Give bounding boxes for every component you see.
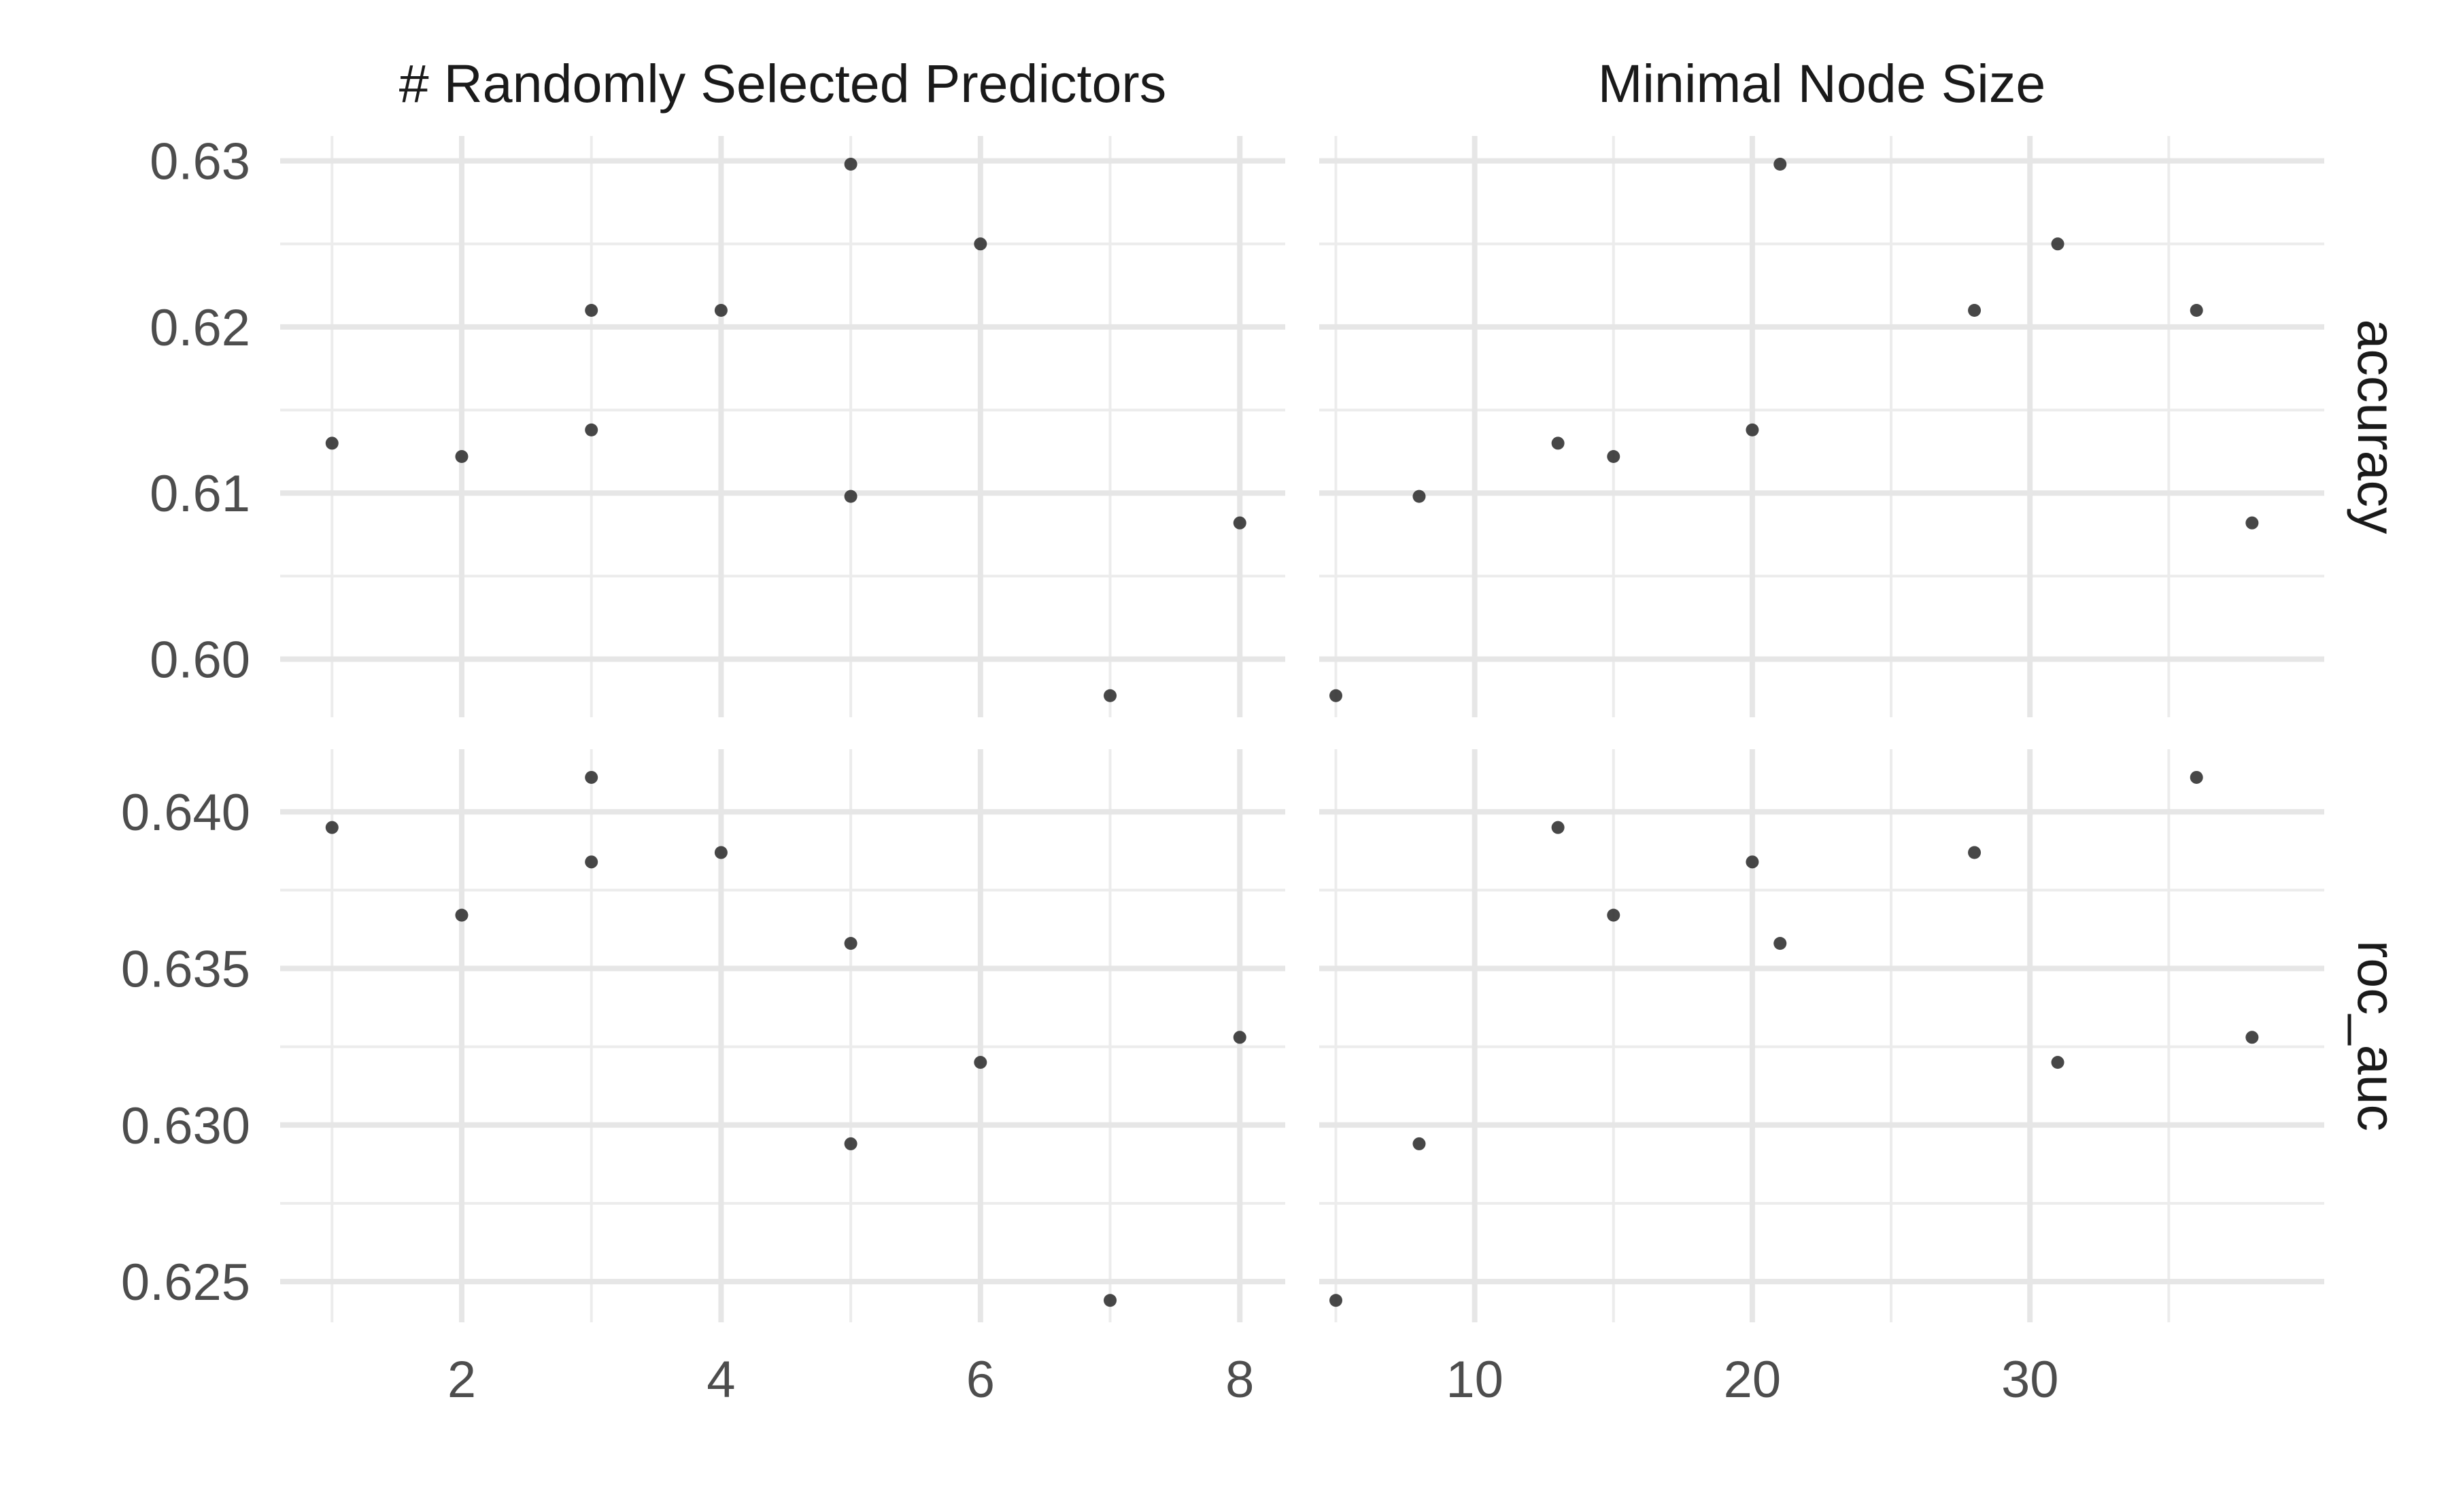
data-point xyxy=(1773,158,1787,171)
y-tick-label: 0.630 xyxy=(121,1097,250,1155)
data-point xyxy=(844,937,857,950)
data-point xyxy=(325,436,339,450)
data-point xyxy=(2245,1031,2259,1044)
data-point xyxy=(1773,937,1787,950)
data-point xyxy=(1329,689,1342,702)
data-point xyxy=(585,423,598,436)
data-point xyxy=(844,1137,857,1150)
x-tick-label: 2 xyxy=(447,1351,476,1409)
data-point xyxy=(1968,304,1982,317)
y-tick-label: 0.60 xyxy=(150,632,250,689)
data-point xyxy=(2190,304,2203,317)
data-point xyxy=(2245,516,2259,530)
facet-row-title: accuracy xyxy=(2347,319,2407,534)
data-point xyxy=(1104,1294,1117,1307)
y-tick-label: 0.62 xyxy=(150,299,250,357)
x-tick-label: 10 xyxy=(1446,1351,1503,1409)
data-point xyxy=(1551,436,1565,450)
data-point xyxy=(585,855,598,869)
data-point xyxy=(585,304,598,317)
y-tick-label: 0.635 xyxy=(121,940,250,998)
y-tick-label: 0.61 xyxy=(150,465,250,523)
data-point xyxy=(585,770,598,784)
data-point xyxy=(455,449,469,463)
data-point xyxy=(714,304,728,317)
data-point xyxy=(1968,846,1982,859)
data-point xyxy=(844,489,857,503)
y-tick-label: 0.640 xyxy=(121,784,250,842)
data-point xyxy=(1607,449,1620,463)
data-point xyxy=(2051,237,2064,251)
data-point xyxy=(1607,908,1620,922)
data-point xyxy=(455,908,469,922)
x-tick-label: 8 xyxy=(1225,1351,1254,1409)
facet-row-title: roc_auc xyxy=(2347,940,2407,1131)
data-point xyxy=(2190,770,2203,784)
x-tick-label: 6 xyxy=(966,1351,995,1409)
facet-column-title: # Randomly Selected Predictors xyxy=(399,53,1167,114)
data-point xyxy=(325,821,339,834)
y-tick-label: 0.63 xyxy=(150,133,250,191)
x-tick-label: 4 xyxy=(707,1351,735,1409)
data-point xyxy=(1746,423,1759,436)
data-point xyxy=(974,237,987,251)
x-tick-label: 20 xyxy=(1724,1351,1782,1409)
x-tick-label: 30 xyxy=(2001,1351,2059,1409)
y-tick-label: 0.625 xyxy=(121,1254,250,1311)
data-point xyxy=(1551,821,1565,834)
label-layer: # Randomly Selected Predictors Minimal No… xyxy=(121,53,2407,1409)
grid-layer xyxy=(280,136,2324,1322)
data-point xyxy=(1329,1294,1342,1307)
data-point xyxy=(844,158,857,171)
data-point xyxy=(1233,516,1246,530)
point-layer xyxy=(325,158,2259,1307)
data-point xyxy=(1412,1137,1426,1150)
data-point xyxy=(974,1056,987,1069)
data-point xyxy=(2051,1056,2064,1069)
data-point xyxy=(714,846,728,859)
data-point xyxy=(1233,1031,1246,1044)
facet-column-title: Minimal Node Size xyxy=(1598,53,2046,114)
data-point xyxy=(1104,689,1117,702)
data-point xyxy=(1746,855,1759,869)
data-point xyxy=(1412,489,1426,503)
